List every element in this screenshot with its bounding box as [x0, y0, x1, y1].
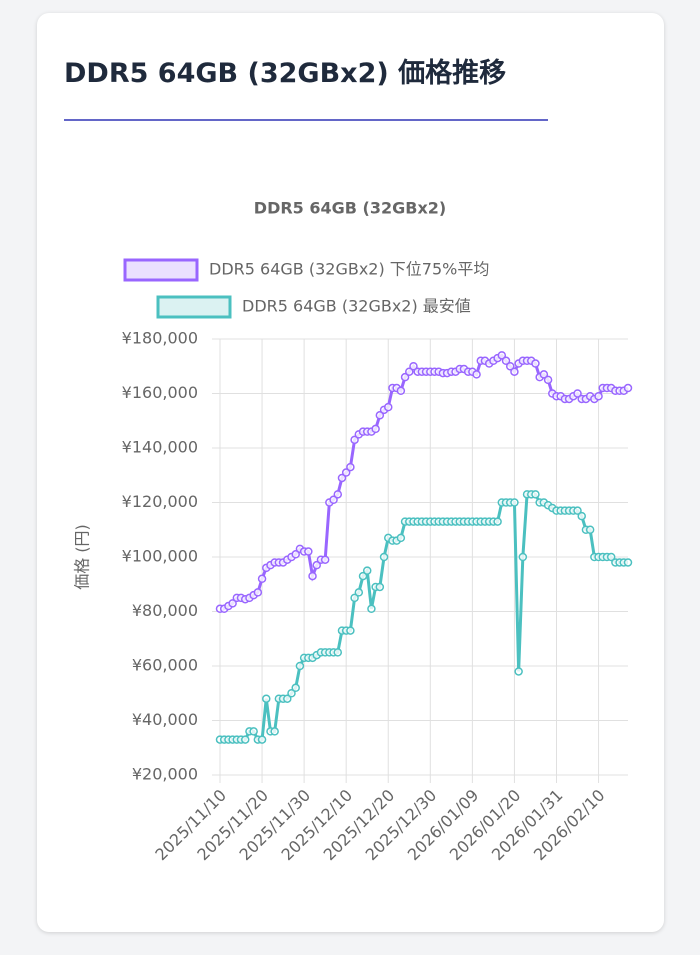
data-point — [287, 689, 296, 698]
data-point — [585, 525, 595, 534]
y-tick-label: ¥40,000 — [132, 710, 198, 729]
data-point — [543, 375, 553, 385]
data-point — [510, 498, 519, 507]
data-point — [531, 359, 540, 368]
data-point — [362, 566, 372, 575]
card: DDR5 64GB (32GBx2) 価格推移 — [37, 13, 664, 932]
data-point — [333, 490, 343, 499]
data-point — [606, 552, 616, 562]
data-point — [270, 727, 279, 736]
data-point — [333, 648, 343, 657]
data-point — [396, 386, 406, 396]
data-point — [312, 560, 321, 570]
data-point — [257, 735, 267, 744]
chart-title: DDR5 64GB (32GBx2) — [254, 199, 446, 218]
y-tick-label: ¥180,000 — [122, 329, 198, 348]
data-point — [518, 552, 528, 562]
data-point — [253, 588, 263, 597]
y-tick-label: ¥60,000 — [132, 656, 198, 675]
y-tick-label: ¥20,000 — [132, 765, 198, 784]
legend-swatch — [156, 295, 232, 319]
legend-label: DDR5 64GB (32GBx2) 最安値 — [242, 297, 471, 316]
data-point — [350, 593, 359, 603]
data-point — [396, 533, 406, 543]
data-point — [409, 362, 418, 371]
data-point — [329, 495, 338, 505]
y-tick-label: ¥140,000 — [122, 438, 198, 457]
data-point — [375, 582, 385, 592]
data-point — [501, 356, 511, 366]
data-point — [240, 735, 250, 744]
data-point — [505, 362, 515, 371]
data-point — [573, 389, 582, 398]
data-point — [291, 550, 300, 559]
data-point — [262, 694, 271, 703]
y-tick-label: ¥100,000 — [122, 547, 198, 566]
data-point — [623, 383, 633, 393]
data-point — [400, 372, 410, 382]
legend-swatch — [123, 258, 199, 282]
data-point — [371, 424, 380, 434]
data-point — [514, 667, 523, 676]
legend-label: DDR5 64GB (32GBx2) 下位75%平均 — [209, 260, 489, 279]
data-point — [337, 473, 347, 483]
data-point — [383, 402, 393, 412]
data-point — [295, 661, 305, 671]
data-point — [573, 506, 582, 515]
data-point — [346, 626, 355, 635]
data-point — [594, 391, 603, 401]
data-point — [497, 351, 507, 360]
data-point — [257, 574, 267, 584]
title-rule — [64, 119, 548, 121]
data-point — [350, 435, 359, 445]
y-tick-label: ¥160,000 — [122, 383, 198, 402]
data-point — [358, 571, 368, 581]
data-point — [228, 599, 237, 608]
data-point — [510, 367, 519, 376]
series-line — [220, 492, 628, 742]
data-point — [341, 468, 351, 477]
data-point — [493, 517, 502, 526]
data-point — [405, 367, 414, 376]
data-point — [308, 571, 317, 581]
data-point — [291, 683, 300, 693]
data-point — [249, 727, 258, 736]
page-title: DDR5 64GB (32GBx2) 価格推移 — [64, 58, 507, 89]
y-tick-label: ¥80,000 — [132, 601, 198, 620]
data-point — [375, 411, 385, 420]
y-axis-title: 価格 (円) — [73, 524, 92, 590]
data-point — [346, 462, 355, 472]
data-point — [623, 558, 633, 567]
data-point — [472, 370, 481, 379]
data-point — [531, 490, 540, 499]
data-point — [379, 552, 389, 562]
data-point — [283, 694, 292, 703]
data-point — [304, 547, 313, 556]
data-point — [367, 604, 376, 614]
data-point — [577, 511, 586, 521]
data-point — [354, 588, 364, 597]
data-point — [539, 370, 549, 379]
data-point — [320, 555, 330, 564]
y-tick-label: ¥120,000 — [122, 492, 198, 511]
